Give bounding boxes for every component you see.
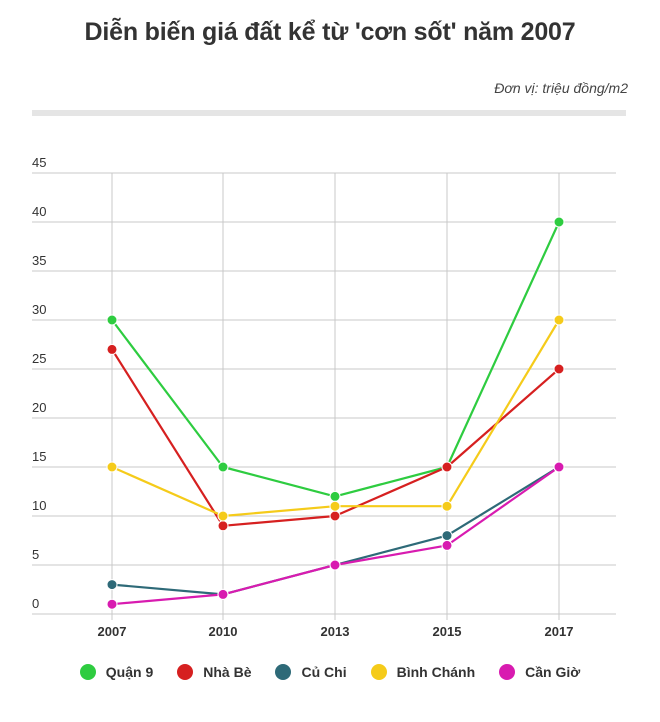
legend-marker xyxy=(275,664,292,680)
legend-item: Nhà Bè xyxy=(177,664,251,680)
y-tick-label: 35 xyxy=(32,253,46,268)
y-tick-label: 45 xyxy=(32,155,46,170)
data-point xyxy=(106,314,118,326)
x-tick-label: 2007 xyxy=(98,624,127,639)
data-point xyxy=(441,461,453,473)
y-tick-label: 40 xyxy=(32,204,46,219)
legend-marker xyxy=(79,664,96,680)
y-tick-label: 15 xyxy=(32,449,46,464)
legend-item: Cần Giờ xyxy=(499,664,580,680)
data-point xyxy=(217,520,229,532)
y-tick-label: 0 xyxy=(32,596,39,611)
data-point xyxy=(217,461,229,473)
data-point xyxy=(106,461,118,473)
y-tick-label: 25 xyxy=(32,351,46,366)
y-tick-label: 5 xyxy=(32,547,39,562)
legend-label: Bình Chánh xyxy=(396,664,476,680)
data-point xyxy=(441,539,453,551)
data-point xyxy=(329,490,341,502)
legend-marker xyxy=(499,664,516,680)
data-point xyxy=(106,579,118,591)
x-tick-label: 2013 xyxy=(321,624,350,639)
y-tick-label: 20 xyxy=(32,400,46,415)
data-point xyxy=(553,216,565,228)
line-chart: 0 5 10 15 20 25 30 35 40 45 2007 2010 2013 2015 2017 xyxy=(32,155,616,639)
legend-label: Quận 9 xyxy=(105,664,154,680)
legend-marker xyxy=(177,664,194,680)
legend-item: Củ Chi xyxy=(275,664,347,680)
data-point xyxy=(441,500,453,512)
data-point xyxy=(553,314,565,326)
chart-legend: Quận 9 Nhà Bè Củ Chi Bình Chánh Cần Giờ xyxy=(0,664,660,680)
legend-item: Bình Chánh xyxy=(370,664,476,680)
title-divider xyxy=(32,110,626,116)
x-tick-label: 2010 xyxy=(209,624,238,639)
legend-item: Quận 9 xyxy=(79,664,154,680)
data-point xyxy=(553,461,565,473)
x-tick-label: 2017 xyxy=(545,624,574,639)
data-point xyxy=(329,510,341,522)
data-point xyxy=(106,343,118,355)
y-tick-label: 10 xyxy=(32,498,46,513)
legend-label: Cần Giờ xyxy=(525,664,581,680)
data-point xyxy=(329,559,341,571)
data-point xyxy=(441,530,453,542)
y-tick-label: 30 xyxy=(32,302,46,317)
legend-label: Củ Chi xyxy=(301,664,347,680)
data-point xyxy=(106,598,118,610)
data-point xyxy=(553,363,565,375)
data-point xyxy=(217,510,229,522)
x-tick-label: 2015 xyxy=(433,624,462,639)
data-point xyxy=(217,588,229,600)
legend-label: Nhà Bè xyxy=(203,664,252,680)
data-point xyxy=(329,500,341,512)
chart-title: Diễn biến giá đất kể từ 'cơn sốt' năm 20… xyxy=(84,18,576,46)
unit-label: Đơn vị: triệu đồng/m2 xyxy=(494,80,628,96)
legend-marker xyxy=(370,664,387,680)
